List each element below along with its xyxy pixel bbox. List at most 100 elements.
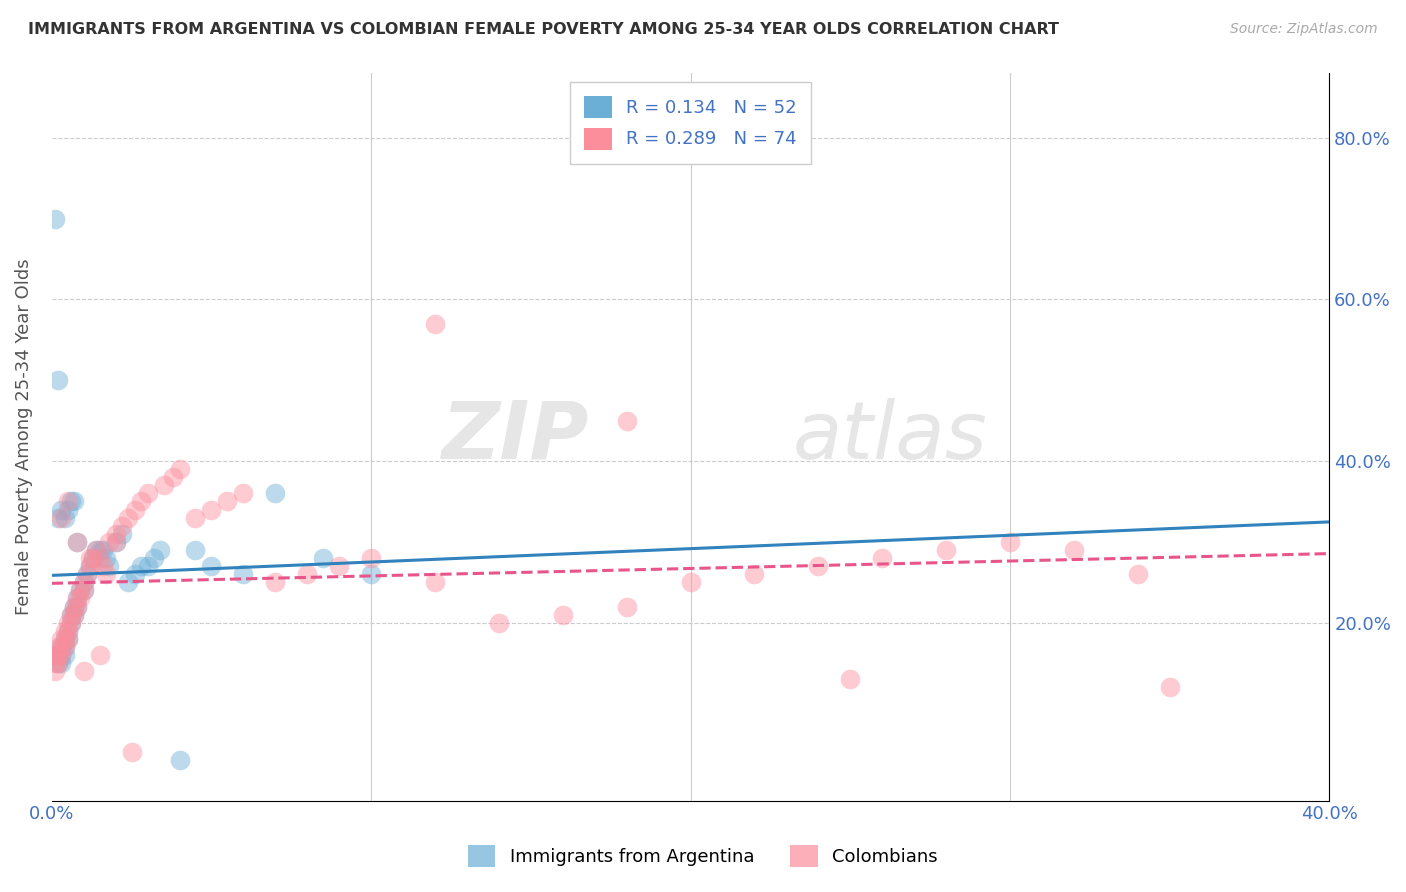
Point bbox=[86, 543, 108, 558]
Point bbox=[46, 373, 69, 387]
Point bbox=[59, 607, 82, 622]
Point bbox=[56, 632, 79, 646]
Point bbox=[98, 535, 121, 549]
Point bbox=[44, 665, 66, 679]
Point bbox=[73, 575, 96, 590]
Point bbox=[46, 640, 69, 654]
Point bbox=[360, 551, 382, 566]
Point bbox=[91, 543, 114, 558]
Point bbox=[264, 486, 287, 500]
Point bbox=[56, 632, 79, 646]
Point bbox=[66, 599, 89, 614]
Point bbox=[129, 494, 152, 508]
Point bbox=[79, 551, 101, 566]
Point bbox=[149, 543, 172, 558]
Point bbox=[73, 583, 96, 598]
Legend: R = 0.134   N = 52, R = 0.289   N = 74: R = 0.134 N = 52, R = 0.289 N = 74 bbox=[569, 82, 811, 164]
Point bbox=[124, 502, 146, 516]
Point bbox=[63, 607, 86, 622]
Point bbox=[616, 599, 638, 614]
Point bbox=[89, 648, 111, 662]
Point bbox=[104, 535, 127, 549]
Point bbox=[53, 640, 76, 654]
Legend: Immigrants from Argentina, Colombians: Immigrants from Argentina, Colombians bbox=[461, 838, 945, 874]
Point bbox=[59, 607, 82, 622]
Point bbox=[51, 640, 73, 654]
Point bbox=[129, 559, 152, 574]
Point bbox=[66, 599, 89, 614]
Point bbox=[59, 494, 82, 508]
Point bbox=[91, 559, 114, 574]
Point bbox=[89, 551, 111, 566]
Point bbox=[1063, 543, 1085, 558]
Point bbox=[264, 575, 287, 590]
Point bbox=[117, 575, 139, 590]
Point bbox=[59, 615, 82, 630]
Point bbox=[94, 551, 117, 566]
Point bbox=[56, 494, 79, 508]
Text: Source: ZipAtlas.com: Source: ZipAtlas.com bbox=[1230, 22, 1378, 37]
Point bbox=[63, 599, 86, 614]
Point bbox=[200, 502, 222, 516]
Point bbox=[111, 518, 134, 533]
Point bbox=[551, 607, 574, 622]
Point bbox=[53, 640, 76, 654]
Point bbox=[104, 526, 127, 541]
Point bbox=[360, 567, 382, 582]
Point bbox=[46, 656, 69, 670]
Point bbox=[51, 632, 73, 646]
Point bbox=[79, 559, 101, 574]
Point bbox=[76, 567, 98, 582]
Point bbox=[46, 648, 69, 662]
Point bbox=[51, 640, 73, 654]
Point bbox=[1126, 567, 1149, 582]
Point bbox=[56, 624, 79, 638]
Text: atlas: atlas bbox=[793, 398, 987, 475]
Text: IMMIGRANTS FROM ARGENTINA VS COLOMBIAN FEMALE POVERTY AMONG 25-34 YEAR OLDS CORR: IMMIGRANTS FROM ARGENTINA VS COLOMBIAN F… bbox=[28, 22, 1059, 37]
Point bbox=[63, 494, 86, 508]
Point bbox=[121, 745, 143, 759]
Point bbox=[53, 510, 76, 524]
Point bbox=[56, 502, 79, 516]
Y-axis label: Female Poverty Among 25-34 Year Olds: Female Poverty Among 25-34 Year Olds bbox=[15, 259, 32, 615]
Point bbox=[142, 551, 165, 566]
Point bbox=[679, 575, 702, 590]
Point bbox=[69, 583, 91, 598]
Point bbox=[111, 526, 134, 541]
Point bbox=[297, 567, 319, 582]
Point bbox=[184, 543, 207, 558]
Point bbox=[53, 632, 76, 646]
Point bbox=[53, 624, 76, 638]
Point bbox=[73, 575, 96, 590]
Point bbox=[169, 753, 191, 767]
Text: ZIP: ZIP bbox=[441, 398, 588, 475]
Point bbox=[89, 543, 111, 558]
Point bbox=[312, 551, 335, 566]
Point bbox=[76, 567, 98, 582]
Point bbox=[104, 535, 127, 549]
Point bbox=[136, 486, 159, 500]
Point bbox=[232, 486, 254, 500]
Point bbox=[870, 551, 893, 566]
Point bbox=[998, 535, 1021, 549]
Point bbox=[117, 510, 139, 524]
Point bbox=[423, 317, 446, 331]
Point bbox=[53, 632, 76, 646]
Point bbox=[73, 665, 96, 679]
Point bbox=[217, 494, 239, 508]
Point bbox=[328, 559, 350, 574]
Point bbox=[744, 567, 766, 582]
Point bbox=[63, 599, 86, 614]
Point bbox=[44, 648, 66, 662]
Point bbox=[51, 648, 73, 662]
Point bbox=[59, 615, 82, 630]
Point bbox=[807, 559, 830, 574]
Point bbox=[53, 648, 76, 662]
Point bbox=[86, 543, 108, 558]
Point bbox=[162, 470, 184, 484]
Point bbox=[51, 656, 73, 670]
Point bbox=[69, 583, 91, 598]
Point bbox=[69, 591, 91, 606]
Point bbox=[1159, 681, 1181, 695]
Point bbox=[66, 535, 89, 549]
